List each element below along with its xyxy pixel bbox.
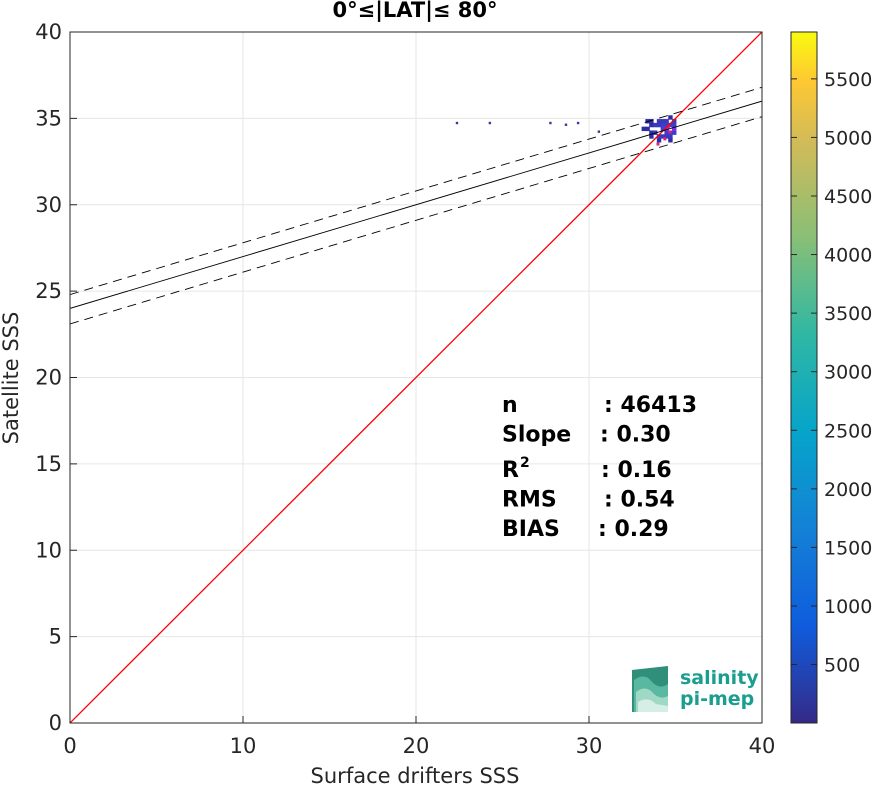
colorbar-tick-label: 3000: [824, 362, 872, 384]
colorbar-tick-label: 4500: [824, 186, 872, 208]
colorbar-ticks: 500 1000 1500 2000 2500 3000 3500 4000 4500 5000 5…: [791, 69, 872, 677]
stat-value: : 0.16: [601, 458, 672, 483]
line-fit-upper: [70, 86, 762, 296]
x-tick-label: 40: [749, 734, 776, 758]
stat-label: BIAS: [502, 517, 560, 542]
density-cell: [672, 130, 677, 135]
density-cell-high: [663, 137, 667, 141]
density-cell: [641, 126, 646, 132]
y-tick-label: 5: [49, 625, 62, 649]
stats-box: n : 46413 Slope : 0.30 R 2 : 0.16 RMS : 0.54 BIAS…: [502, 393, 697, 542]
stat-label: n: [502, 393, 518, 418]
density-cell: [672, 126, 677, 132]
y-tick-label: 35: [35, 106, 62, 130]
sparse-point: [488, 121, 492, 125]
y-tick-label: 25: [35, 279, 62, 303]
density-cell: [664, 126, 669, 132]
x-axis-label: Surface drifters SSS: [311, 764, 520, 786]
logo-waves-icon: [632, 666, 668, 712]
density-cell: [672, 122, 677, 128]
density-cell: [664, 122, 669, 128]
stat-value: : 0.54: [604, 488, 675, 513]
stat-label: R: [502, 458, 519, 483]
colorbar-tick-label: 1000: [824, 596, 872, 618]
density-cell: [660, 122, 666, 128]
colorbar: [791, 32, 817, 723]
y-axis-label: Satellite SSS: [0, 312, 23, 445]
x-tick-label: 0: [63, 734, 76, 758]
y-tick-label: 30: [35, 193, 62, 217]
colorbar-tick-label: 2500: [824, 420, 872, 442]
sparse-point: [455, 121, 459, 125]
density-cell: [645, 126, 650, 132]
y-axis: 0 5 10 15 20 25 30 35 40: [35, 20, 77, 735]
density-cell: [668, 115, 673, 120]
density-cell: [668, 138, 673, 143]
density-cell: [664, 134, 669, 139]
sparse-point: [576, 121, 580, 125]
x-tick-label: 30: [576, 734, 603, 758]
line-1:1: [70, 32, 762, 723]
stat-label: Slope: [502, 423, 571, 448]
colorbar-frame: [790, 31, 818, 724]
colorbar-tick-label: 4000: [824, 245, 872, 267]
density-cell: [672, 119, 677, 124]
density-cell: [656, 119, 662, 124]
line-fit: [70, 100, 762, 309]
colorbar-tick-label: 1500: [824, 537, 872, 559]
density-cell-high: [668, 130, 672, 134]
density-cell: [649, 119, 654, 124]
density-cell: [656, 134, 662, 139]
density-cell: [664, 130, 669, 135]
stat-superscript: 2: [520, 455, 530, 471]
density-cell-high: [656, 142, 660, 146]
density-cell: [668, 134, 673, 139]
colorbar-tick-label: 2000: [824, 479, 872, 501]
density-cell: [653, 122, 658, 128]
stat-value: : 0.30: [600, 423, 671, 448]
salinity-pimep-logo: salinity pi-mep: [632, 666, 759, 712]
logo-line2: pi-mep: [680, 688, 754, 710]
y-tick-label: 10: [35, 538, 62, 562]
colorbar-tick-label: 3500: [824, 303, 872, 325]
density-cell: [668, 122, 673, 128]
sparse-point: [564, 123, 568, 126]
density-cell: [649, 130, 654, 135]
line-fit-lower: [70, 116, 762, 325]
density-cell: [664, 119, 669, 124]
regression-lines: [70, 32, 762, 723]
x-tick-label: 20: [403, 734, 430, 758]
density-cell: [656, 122, 662, 128]
density-points: [455, 115, 677, 146]
colorbar-tick-label: 500: [824, 655, 860, 677]
density-cell-high: [666, 125, 670, 129]
sparse-point: [549, 121, 552, 125]
x-axis: 0 10 20 30 40: [63, 716, 775, 758]
x-tick-label: 10: [230, 734, 257, 758]
stat-value: : 46413: [604, 393, 697, 418]
density-cell: [656, 138, 662, 143]
density-cell: [660, 126, 666, 132]
sparse-point: [597, 130, 601, 133]
chart-title: 0°≤|LAT|≤ 80°: [332, 0, 497, 23]
stat-label: RMS: [502, 488, 557, 513]
stat-value: : 0.29: [598, 517, 669, 542]
y-tick-label: 40: [35, 20, 62, 44]
y-tick-label: 15: [35, 452, 62, 476]
density-cell: [660, 119, 666, 124]
density-cell: [649, 134, 654, 139]
colorbar-tick-label: 5000: [824, 127, 872, 149]
density-cell: [660, 134, 666, 139]
y-tick-label: 20: [35, 366, 62, 390]
colorbar-tick-label: 5500: [824, 69, 872, 91]
y-tick-label: 0: [49, 711, 62, 735]
logo-line1: salinity: [680, 667, 759, 689]
density-cell: [649, 122, 654, 128]
